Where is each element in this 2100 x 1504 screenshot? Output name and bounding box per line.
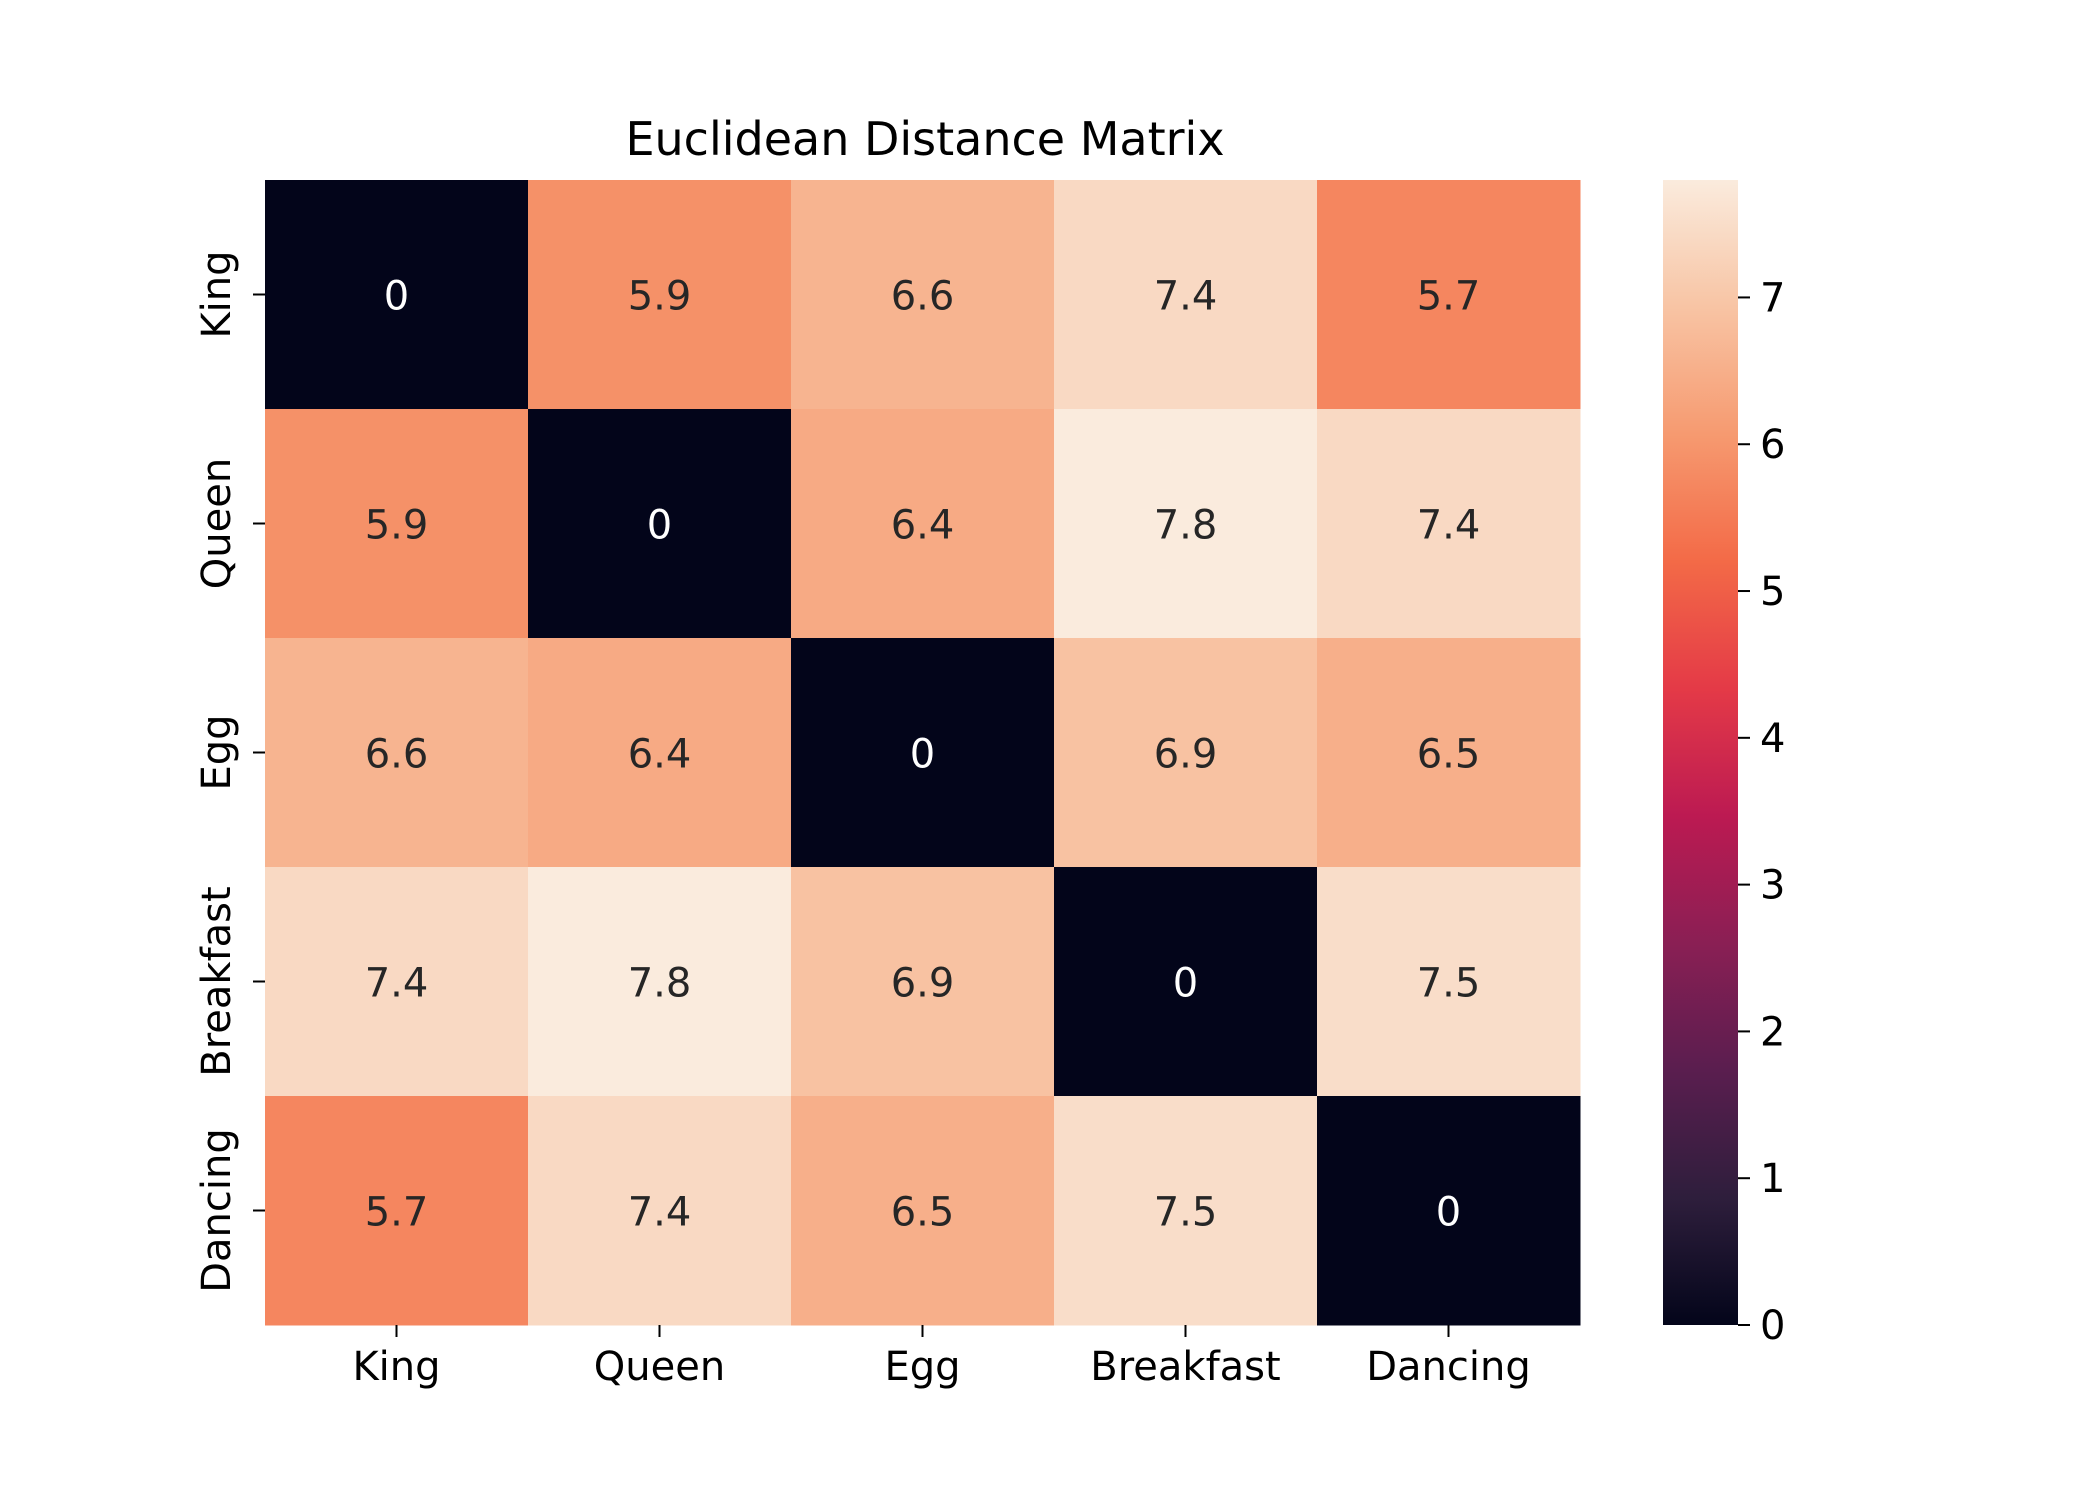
heatmap-cell-0-1 bbox=[528, 180, 792, 410]
heatmap-cell-4-4 bbox=[1317, 1096, 1581, 1326]
cell-annotation-1-1: 0 bbox=[647, 503, 672, 549]
x-tick-label-0: King bbox=[352, 1344, 440, 1390]
heatmap-cell-4-1 bbox=[528, 1096, 792, 1326]
cell-annotation-1-3: 7.8 bbox=[1154, 503, 1218, 549]
colorbar: 0 1 2 3 4 5 6 7 bbox=[1663, 180, 1785, 1349]
heatmap-cells bbox=[265, 180, 1581, 1326]
heatmap-annotations: 0 5.9 6.6 7.4 5.7 5.9 0 6.4 7.8 7.4 6.6 6.4 0 6.9 6.5 7… bbox=[365, 274, 1481, 1236]
cell-annotation-2-4: 6.5 bbox=[1417, 732, 1481, 778]
cell-annotation-1-4: 7.4 bbox=[1417, 503, 1481, 549]
colorbar-gradient bbox=[1663, 180, 1738, 1325]
heatmap-cell-3-0 bbox=[265, 867, 529, 1097]
heatmap-cell-0-2 bbox=[791, 180, 1055, 410]
heatmap-cell-3-2 bbox=[791, 867, 1055, 1097]
x-tick-label-4: Dancing bbox=[1366, 1344, 1531, 1390]
cell-annotation-2-2: 0 bbox=[910, 732, 935, 778]
colorbar-tick-label-5: 5 bbox=[1760, 569, 1785, 615]
heatmap-cell-0-3 bbox=[1054, 180, 1318, 410]
heatmap-cell-1-1 bbox=[528, 409, 792, 639]
y-axis: King Queen Egg Breakfast Dancing bbox=[194, 250, 265, 1293]
x-tick-label-2: Egg bbox=[884, 1344, 960, 1390]
cell-annotation-0-3: 7.4 bbox=[1154, 274, 1218, 320]
cell-annotation-0-4: 5.7 bbox=[1417, 274, 1481, 320]
colorbar-tick-label-6: 6 bbox=[1760, 422, 1785, 468]
heatmap-cell-3-4 bbox=[1317, 867, 1581, 1097]
cell-annotation-4-2: 6.5 bbox=[891, 1190, 955, 1236]
heatmap-cell-3-3 bbox=[1054, 867, 1318, 1097]
cell-annotation-0-2: 6.6 bbox=[891, 274, 955, 320]
heatmap-cell-1-4 bbox=[1317, 409, 1581, 639]
cell-annotation-4-1: 7.4 bbox=[628, 1190, 692, 1236]
cell-annotation-2-0: 6.6 bbox=[365, 732, 429, 778]
heatmap-cell-1-2 bbox=[791, 409, 1055, 639]
colorbar-tick-label-0: 0 bbox=[1760, 1303, 1785, 1349]
colorbar-tick-label-4: 4 bbox=[1760, 716, 1785, 762]
chart-title: Euclidean Distance Matrix bbox=[625, 112, 1224, 166]
heatmap-cell-2-2 bbox=[791, 638, 1055, 868]
cell-annotation-3-4: 7.5 bbox=[1417, 961, 1481, 1007]
heatmap-cell-4-2 bbox=[791, 1096, 1055, 1326]
y-tick-label-2: Egg bbox=[194, 714, 240, 790]
x-axis: King Queen Egg Breakfast Dancing bbox=[352, 1325, 1531, 1390]
heatmap-cell-0-4 bbox=[1317, 180, 1581, 410]
heatmap-cell-2-0 bbox=[265, 638, 529, 868]
cell-annotation-0-0: 0 bbox=[384, 274, 409, 320]
cell-annotation-3-0: 7.4 bbox=[365, 961, 429, 1007]
cell-annotation-3-3: 0 bbox=[1173, 961, 1198, 1007]
colorbar-tick-label-3: 3 bbox=[1760, 863, 1785, 909]
heatmap-cell-3-1 bbox=[528, 867, 792, 1097]
x-tick-label-3: Breakfast bbox=[1090, 1344, 1280, 1390]
cell-annotation-3-2: 6.9 bbox=[891, 961, 955, 1007]
heatmap-cell-2-1 bbox=[528, 638, 792, 868]
heatmap-cell-2-4 bbox=[1317, 638, 1581, 868]
x-tick-label-1: Queen bbox=[594, 1344, 725, 1390]
cell-annotation-4-4: 0 bbox=[1436, 1190, 1461, 1236]
y-tick-label-0: King bbox=[194, 250, 240, 338]
y-tick-label-4: Dancing bbox=[194, 1128, 240, 1293]
cell-annotation-2-1: 6.4 bbox=[628, 732, 692, 778]
heatmap-cell-0-0 bbox=[265, 180, 529, 410]
colorbar-tick-label-7: 7 bbox=[1760, 275, 1785, 321]
y-tick-label-3: Breakfast bbox=[194, 886, 240, 1076]
cell-annotation-0-1: 5.9 bbox=[628, 274, 692, 320]
y-tick-label-1: Queen bbox=[194, 458, 240, 589]
cell-annotation-4-3: 7.5 bbox=[1154, 1190, 1218, 1236]
heatmap-cell-1-0 bbox=[265, 409, 529, 639]
cell-annotation-1-0: 5.9 bbox=[365, 503, 429, 549]
heatmap-cell-1-3 bbox=[1054, 409, 1318, 639]
cell-annotation-2-3: 6.9 bbox=[1154, 732, 1218, 778]
heatmap-cell-4-3 bbox=[1054, 1096, 1318, 1326]
cell-annotation-4-0: 5.7 bbox=[365, 1190, 429, 1236]
heatmap-cell-2-3 bbox=[1054, 638, 1318, 868]
colorbar-tick-label-1: 1 bbox=[1760, 1156, 1785, 1202]
heatmap-cell-4-0 bbox=[265, 1096, 529, 1326]
colorbar-tick-label-2: 2 bbox=[1760, 1009, 1785, 1055]
cell-annotation-3-1: 7.8 bbox=[628, 961, 692, 1007]
cell-annotation-1-2: 6.4 bbox=[891, 503, 955, 549]
